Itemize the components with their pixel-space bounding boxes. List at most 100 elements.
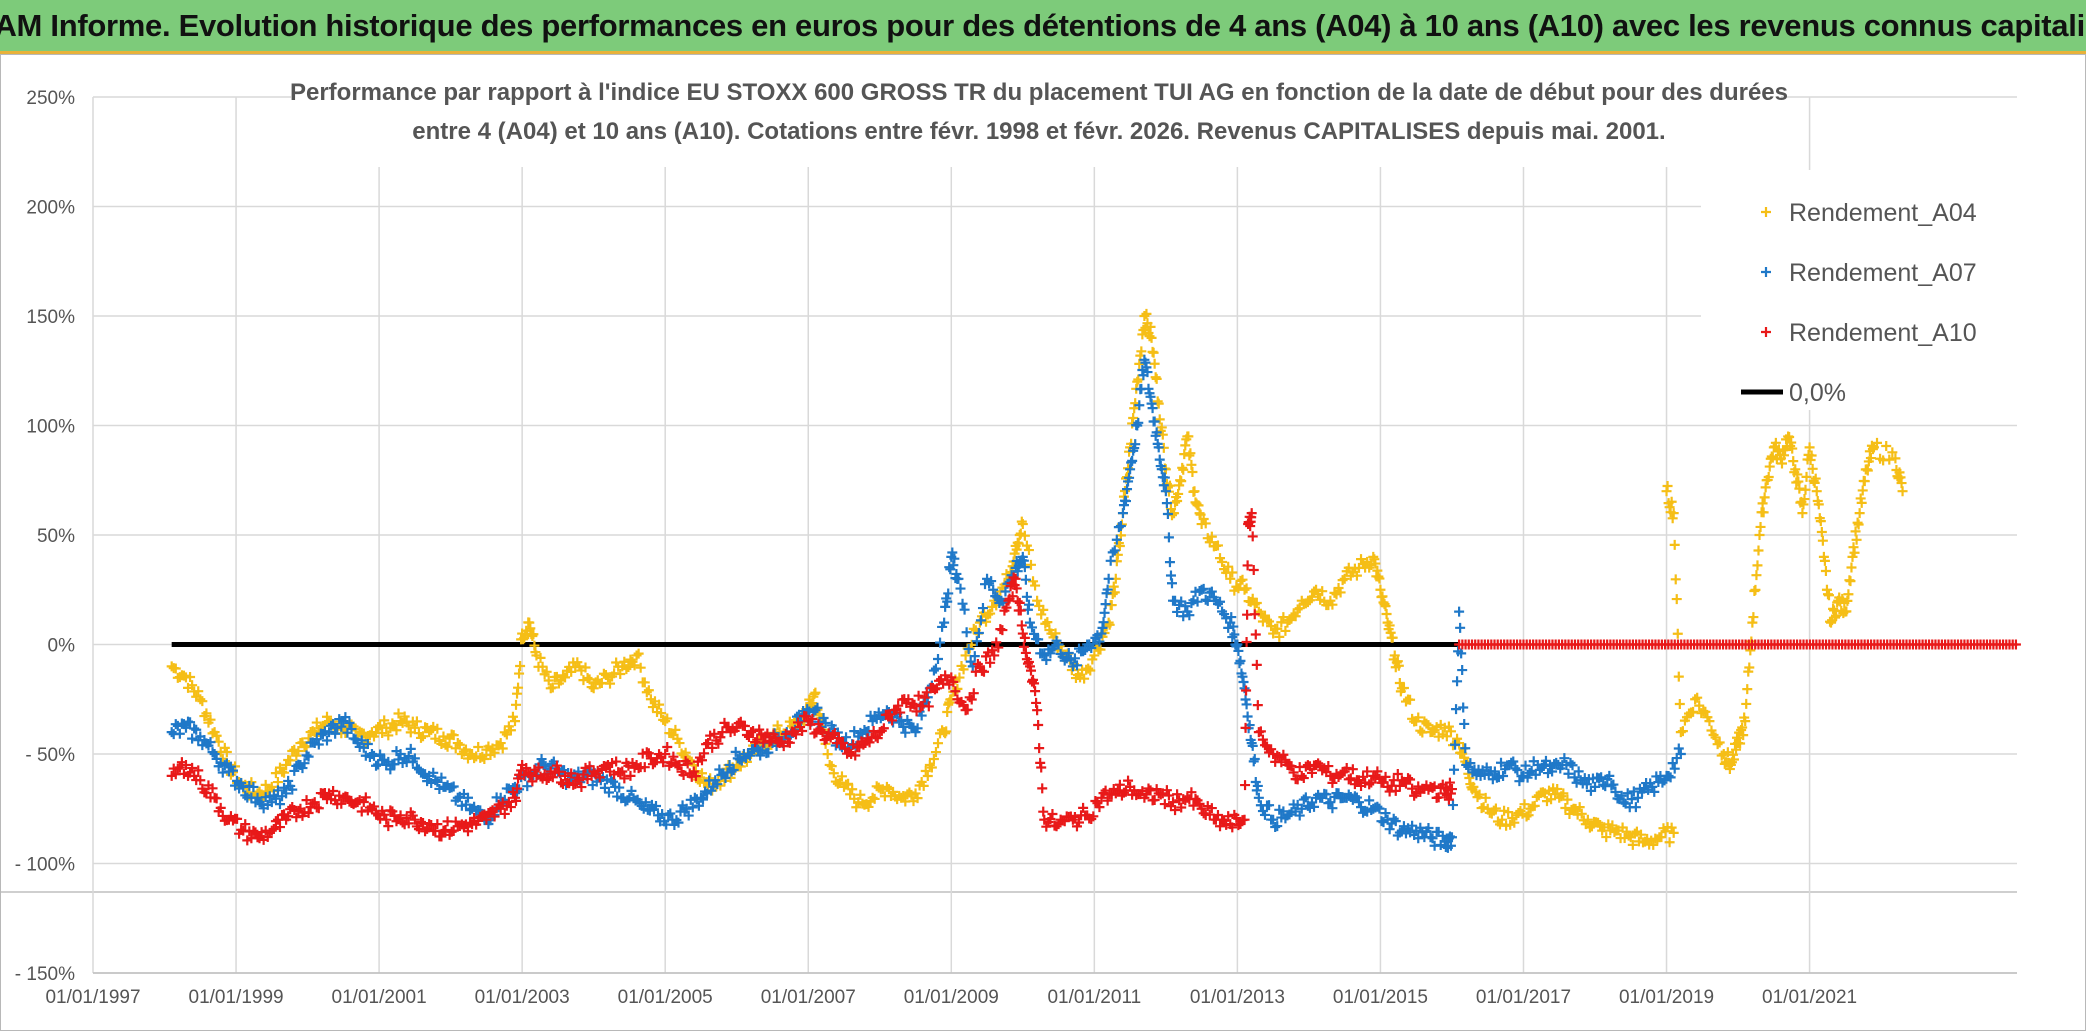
data-point [1742, 684, 1752, 694]
data-point [636, 663, 646, 673]
data-point [187, 734, 197, 744]
data-point [1415, 726, 1425, 736]
data-point [1449, 765, 1459, 775]
y-tick-label: 150% [26, 307, 75, 328]
data-point [1898, 486, 1908, 496]
y-tick-label: 0% [48, 636, 76, 657]
subtitle-line-1: Performance par rapport à l'indice EU ST… [290, 79, 1788, 106]
data-point [1855, 508, 1865, 518]
data-point [1713, 739, 1723, 749]
data-point [1382, 609, 1392, 619]
data-point [933, 654, 943, 664]
legend-label: Rendement_A04 [1789, 199, 1977, 227]
data-point [1459, 719, 1469, 729]
data-point [931, 664, 941, 674]
y-tick-label: 250% [26, 88, 75, 109]
data-point [1299, 773, 1309, 783]
data-point [605, 679, 615, 689]
x-tick-label: 01/01/2001 [332, 987, 427, 1008]
data-point [1264, 800, 1274, 810]
data-point [1846, 563, 1856, 573]
data-point [823, 749, 833, 759]
data-point [1280, 626, 1290, 636]
legend-label: Rendement_A10 [1789, 319, 1977, 347]
data-point [1454, 607, 1464, 617]
data-point [1152, 374, 1162, 384]
y-tick-label: - 100% [15, 855, 75, 876]
data-point [931, 747, 941, 757]
data-point [1165, 557, 1175, 567]
x-tick-label: 01/01/2003 [475, 987, 570, 1008]
data-point [1457, 665, 1467, 675]
data-point [1301, 792, 1311, 802]
data-point [1030, 686, 1040, 696]
data-point [175, 729, 185, 739]
data-point [1240, 683, 1250, 693]
data-point [1141, 309, 1151, 319]
data-point [827, 761, 837, 771]
data-point [1812, 486, 1822, 496]
data-point [383, 821, 393, 831]
x-tick-label: 01/01/2007 [761, 987, 856, 1008]
data-point [383, 730, 393, 740]
x-tick-label: 01/01/2015 [1333, 987, 1428, 1008]
data-point [634, 649, 644, 659]
data-point [1758, 498, 1768, 508]
x-tick-label: 01/01/2013 [1190, 987, 1285, 1008]
data-point [1242, 583, 1252, 593]
subtitle-background [291, 59, 1781, 167]
data-point [1032, 705, 1042, 715]
data-point [1756, 522, 1766, 532]
data-point [1818, 536, 1828, 546]
data-point [1452, 676, 1462, 686]
data-point [1389, 814, 1399, 824]
data-point [511, 700, 521, 710]
data-point [1663, 481, 1673, 491]
data-point [1022, 592, 1032, 602]
data-point [1256, 726, 1266, 736]
data-point [1187, 467, 1197, 477]
data-point [1760, 492, 1770, 502]
data-point [1021, 575, 1031, 585]
data-point [1845, 576, 1855, 586]
data-point [1748, 612, 1758, 622]
data-point [1327, 778, 1337, 788]
data-point [1805, 442, 1815, 452]
y-tick-label: 100% [26, 417, 75, 438]
data-point [644, 748, 654, 758]
data-point [929, 666, 939, 676]
data-point [416, 733, 426, 743]
data-point [1672, 594, 1682, 604]
data-point [1348, 764, 1358, 774]
data-point [210, 749, 220, 759]
x-tick-label: 01/01/2011 [1047, 987, 1141, 1008]
data-point [1451, 704, 1461, 714]
x-tick-label: 01/01/1997 [45, 987, 140, 1008]
data-point [933, 738, 943, 748]
data-point [1036, 762, 1046, 772]
data-point [406, 744, 416, 754]
x-tick-label: 01/01/1999 [189, 987, 284, 1008]
x-tick-label: 01/01/2017 [1476, 987, 1571, 1008]
data-point [1106, 556, 1116, 566]
data-point [997, 625, 1007, 635]
data-point [1033, 720, 1043, 730]
data-point [1155, 414, 1165, 424]
data-point [626, 786, 636, 796]
page-title: ADAM Informe. Evolution historique des p… [0, 0, 2086, 54]
data-point [1759, 507, 1769, 517]
x-tick-label: 01/01/2005 [618, 987, 713, 1008]
data-point [1821, 566, 1831, 576]
data-point [1674, 672, 1684, 682]
data-point [1237, 575, 1247, 585]
data-point [1242, 699, 1252, 709]
data-point [1670, 540, 1680, 550]
data-point [1252, 660, 1262, 670]
series-Rendement_A04 [167, 309, 1908, 850]
data-point [1752, 560, 1762, 570]
data-point [1167, 578, 1177, 588]
data-point [958, 599, 968, 609]
data-point [955, 584, 965, 594]
data-point [1421, 719, 1431, 729]
x-axis-ticks: 01/01/1997 01/01/1999 01/01/2001 01/01/2003… [45, 987, 1857, 1008]
